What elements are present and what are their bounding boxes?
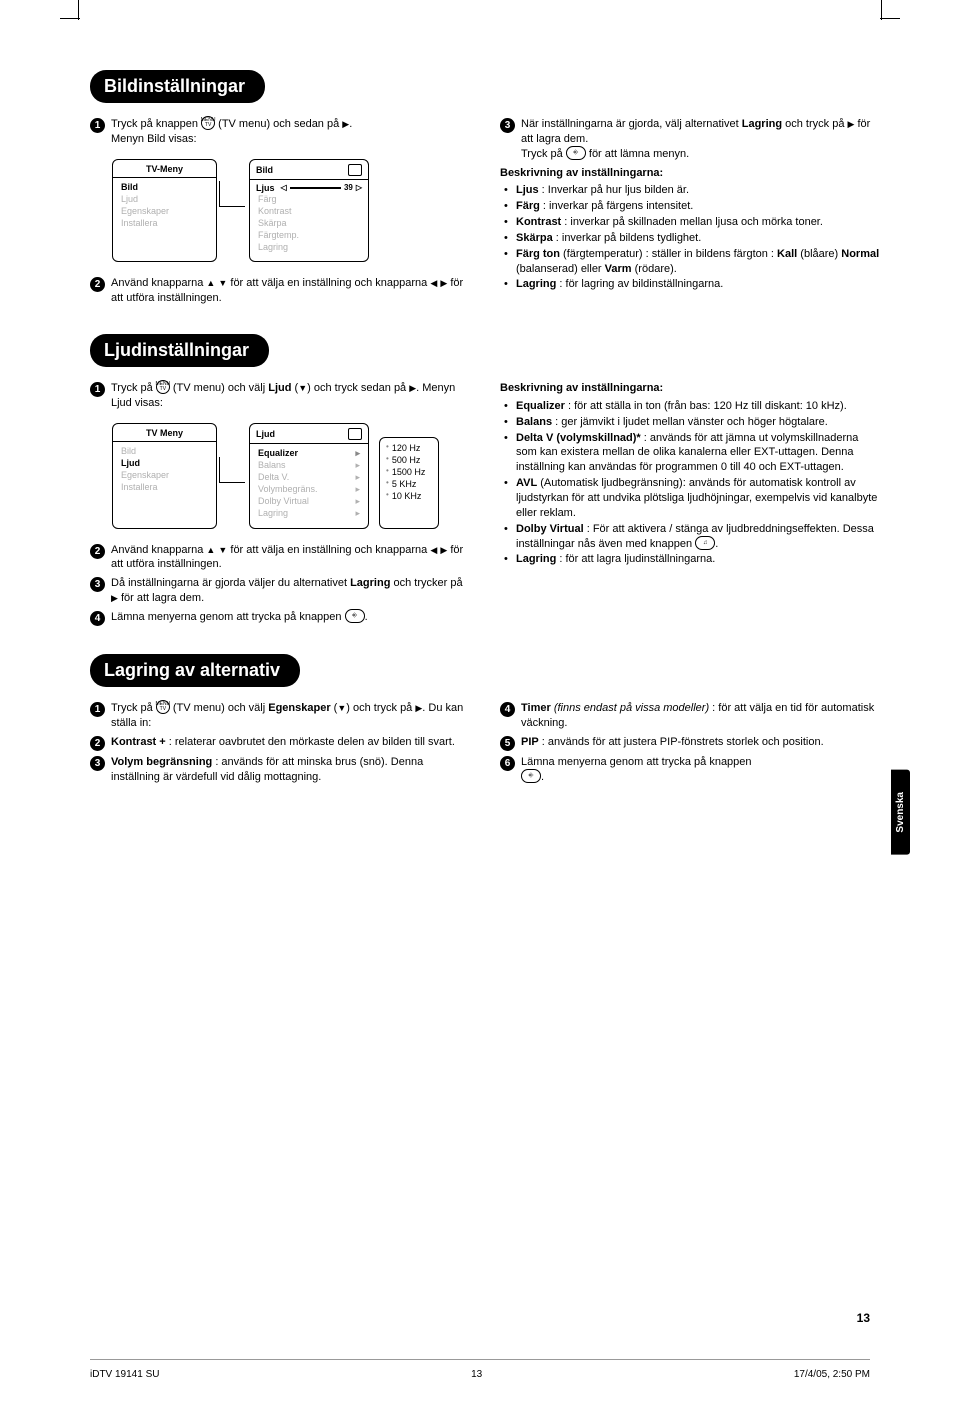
step-text: PIP : används för att justera PIP-fönstr… [521,735,824,750]
step-badge: 1 [90,702,105,717]
down-icon: ▼ [218,278,227,288]
tv-menu-icon: MENUTV [156,380,170,394]
desc-header: Beskrivning av inställningarna: [500,381,880,396]
step-text: Kontrast + : relaterar oavbrutet den mör… [111,735,455,750]
footer-divider [90,1359,870,1360]
step-badge: 2 [90,277,105,292]
step-badge: 5 [500,736,515,751]
step-text: Tryck på MENUTV (TV menu) och välj Ljud … [111,381,470,411]
step-text: När inställningarna är gjorda, välj alte… [521,117,880,162]
tv-menu-icon: MENUTV [156,700,170,714]
picture-icon [348,164,362,176]
bild-submenu: Bild Ljus ◁39▷ Färg Kontrast Skärpa Färg… [249,159,369,263]
tv-menu-icon: MENUTV [201,116,215,130]
step-text: Då inställningarna är gjorda väljer du a… [111,576,470,606]
section-title: Lagring av alternativ [90,654,300,687]
ljud-submenu: Ljud Equalizer▸ Balans▸ Delta V.▸ Volymb… [249,423,369,529]
step-badge: 2 [90,544,105,559]
section-title: Bildinställningar [90,70,265,103]
step-badge: 6 [500,756,515,771]
step-badge: 3 [90,756,105,771]
connector-icon [219,457,245,483]
bullet-list: Equalizer : för att ställa in ton (från … [500,399,880,567]
step-badge: 4 [90,611,105,626]
section-bild: Bildinställningar 1 Tryck på knappen MEN… [90,70,880,310]
footer-page: 13 [471,1369,482,1380]
section-lagring: Lagring av alternativ 1 Tryck på MENUTV … [90,654,880,788]
tv-menu-box: TV Meny Bild Ljud Egenskaper Installera [112,423,217,529]
down-icon: ▼ [298,383,307,393]
step-badge: 4 [500,702,515,717]
step-badge: 2 [90,736,105,751]
eq-values: 120 Hz 500 Hz 1500 Hz 5 KHz 10 KHz [379,437,439,529]
left-icon: ◀ [430,278,437,288]
down-icon: ▼ [337,703,346,713]
menu-diagram: TV Meny Bild Ljud Egenskaper Installera … [112,423,470,529]
language-tab: Svenska [891,770,910,855]
left-col: 1 Tryck på knappen MENUTV (TV menu) och … [90,117,470,310]
surround-icon: ♫ [695,536,715,550]
step-badge: 1 [90,382,105,397]
page-number: 13 [857,1311,870,1325]
step-text: Använd knapparna ▲ ▼ för att välja en in… [111,276,470,306]
sound-icon [348,428,362,440]
exit-icon: ⎆ [566,146,586,160]
right-col: 4 Timer (finns endast på vissa modeller)… [500,701,880,788]
tv-menu-box: TV-Meny Bild Ljud Egenskaper Installera [112,159,217,263]
right-icon: ▶ [111,593,118,603]
step-text: Tryck på MENUTV (TV menu) och välj Egens… [111,701,470,731]
right-col: 3 När inställningarna är gjorda, välj al… [500,117,880,310]
section-title: Ljudinställningar [90,334,269,367]
step-badge: 1 [90,118,105,133]
exit-icon: ⎆ [345,609,365,623]
step-text: Tryck på knappen MENUTV (TV menu) och se… [111,117,352,147]
step-text: Lämna menyerna genom att trycka på knapp… [111,610,368,625]
up-icon: ▲ [206,545,215,555]
connector-icon [219,181,245,207]
step-badge: 3 [500,118,515,133]
left-col: 1 Tryck på MENUTV (TV menu) och välj Lju… [90,381,470,630]
exit-icon: ⎆ [521,769,541,783]
bullet-list: Ljus : Inverkar på hur ljus bilden är. F… [500,183,880,292]
footer-datetime: 17/4/05, 2:50 PM [794,1369,870,1380]
footer: iDTV 19141 SU 13 17/4/05, 2:50 PM [90,1369,870,1380]
step-text: Lämna menyerna genom att trycka på knapp… [521,755,752,785]
up-icon: ▲ [206,278,215,288]
left-icon: ◀ [430,545,437,555]
step-text: Volym begränsning : används för att mins… [111,755,470,785]
left-col: 1 Tryck på MENUTV (TV menu) och välj Ege… [90,701,470,788]
step-text: Timer (finns endast på vissa modeller) :… [521,701,880,731]
menu-diagram: TV-Meny Bild Ljud Egenskaper Installera … [112,159,470,263]
down-icon: ▼ [218,545,227,555]
footer-doc: iDTV 19141 SU [90,1369,159,1380]
section-ljud: Ljudinställningar 1 Tryck på MENUTV (TV … [90,334,880,630]
step-text: Använd knapparna ▲ ▼ för att välja en in… [111,543,470,573]
right-col: Beskrivning av inställningarna: Equalize… [500,381,880,630]
desc-header: Beskrivning av inställningarna: [500,166,880,181]
step-badge: 3 [90,577,105,592]
